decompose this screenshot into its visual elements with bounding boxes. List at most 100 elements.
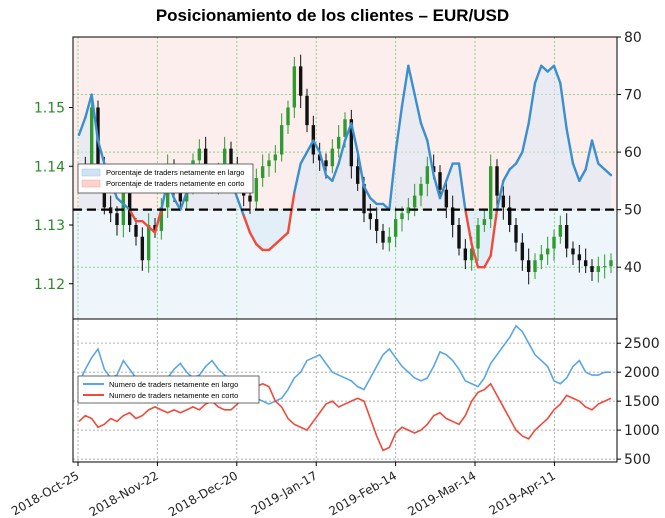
candle-body xyxy=(267,160,271,167)
percent-long-segment xyxy=(407,64,416,96)
percent-long-segment xyxy=(369,196,378,206)
percent-long-segment xyxy=(590,139,600,165)
percent-long-segment xyxy=(508,162,518,171)
percent-long-segment xyxy=(571,162,581,183)
count-tick-label: 1500 xyxy=(624,394,660,410)
candle-body xyxy=(387,236,392,243)
percent-area-fill xyxy=(79,65,611,268)
percent-long-segment xyxy=(533,64,543,85)
count-axis-ticks: 500 1000 1500 2000 2500 xyxy=(617,336,660,468)
percent-axis-ticks: 40 50 60 70 80 xyxy=(617,30,642,276)
price-tick-label: 1.14 xyxy=(34,159,65,175)
candle-body xyxy=(514,225,518,243)
percent-long-segment xyxy=(337,139,347,165)
candle-body xyxy=(552,236,556,249)
candle-body xyxy=(539,254,544,261)
percent-long-segment xyxy=(122,202,131,211)
candle-body xyxy=(115,213,119,225)
candle-body xyxy=(596,266,601,272)
percent-long-segment xyxy=(362,185,372,200)
percent-tick-label: 70 xyxy=(624,88,642,104)
percent-short-segment xyxy=(483,254,492,269)
percent-long-segment xyxy=(318,150,328,177)
legend-top: Porcentaje de traders netamente en largo… xyxy=(77,163,254,194)
percent-long-segment xyxy=(356,150,366,188)
candle-body xyxy=(495,166,499,196)
percent-short-segment xyxy=(489,208,499,257)
candle-body xyxy=(583,260,588,267)
percent-long-segment xyxy=(546,64,556,73)
percent-short-segment xyxy=(153,208,163,234)
legend-bottom-long-label: Numero de traders netamente en largo xyxy=(109,380,238,389)
candle-body xyxy=(571,248,575,255)
price-tick-label: 1.13 xyxy=(34,218,65,234)
candle-body xyxy=(558,225,563,237)
percent-tick-label: 40 xyxy=(624,260,642,276)
percent-long-segment xyxy=(305,139,315,154)
percent-tick-label: 60 xyxy=(624,145,642,161)
percent-long-segment xyxy=(77,116,87,137)
percent-long-segment xyxy=(603,168,613,177)
candle-body xyxy=(412,195,417,208)
date-tick-label: 2018-Dec-20 xyxy=(166,468,240,518)
percent-short-segment xyxy=(267,242,277,252)
percent-short-segment xyxy=(141,219,150,229)
candle-body xyxy=(153,225,157,231)
top-series-fills xyxy=(79,65,611,268)
candle-body xyxy=(444,189,449,208)
candle-body xyxy=(305,95,309,126)
percent-long-segment xyxy=(179,191,188,211)
percent-long-segment xyxy=(413,93,423,125)
count-tick-label: 500 xyxy=(624,452,651,468)
legend-top-short-label: Porcentaje de traders netamente en corto xyxy=(106,179,244,188)
candle-body xyxy=(609,260,613,267)
legend-bottom-short-label: Numero de traders netamente en corto xyxy=(109,391,238,400)
candle-body xyxy=(577,254,582,261)
legend-top-long-label: Porcentaje de traders netamente en largo xyxy=(106,168,244,177)
percent-long-segment xyxy=(565,127,575,165)
percent-long-segment xyxy=(394,104,404,154)
count-short-line xyxy=(78,382,612,452)
candle-body xyxy=(400,213,404,220)
candle-body xyxy=(222,148,227,173)
candle-body xyxy=(520,242,525,261)
candle-body xyxy=(450,207,455,225)
percent-long-segment xyxy=(312,139,321,154)
candle-body xyxy=(368,213,373,220)
candle-body xyxy=(381,230,385,243)
candle-body xyxy=(507,207,512,225)
candle-body xyxy=(355,166,360,184)
candle-body xyxy=(134,225,138,237)
bottom-panel-frame xyxy=(72,318,618,463)
percent-short-segment xyxy=(470,242,480,269)
candle-body xyxy=(343,119,347,137)
candle-body xyxy=(526,260,531,272)
candle-body xyxy=(324,160,328,167)
percent-long-segment xyxy=(521,122,530,154)
percent-long-segment xyxy=(324,173,334,183)
candle-body xyxy=(317,154,322,161)
percent-tick-label: 50 xyxy=(624,203,642,219)
percent-long-segment xyxy=(84,93,93,119)
percent-long-segment xyxy=(172,196,182,211)
candle-body xyxy=(545,248,550,255)
legend-top-long-swatch xyxy=(81,168,101,177)
candle-body xyxy=(406,207,411,214)
candle-body xyxy=(330,148,335,167)
candle-body xyxy=(590,266,594,272)
candle-body xyxy=(469,248,474,261)
count-tick-label: 2000 xyxy=(624,365,660,381)
candle-body xyxy=(146,225,151,261)
bottom-panel-grid xyxy=(73,320,617,462)
candle-body xyxy=(260,166,265,178)
percent-long-segment xyxy=(115,196,125,206)
percent-long-segment xyxy=(495,179,505,211)
percent-long-segment xyxy=(331,162,340,183)
percent-long-segment xyxy=(90,93,100,142)
candle-body xyxy=(438,172,442,190)
candle-body xyxy=(89,107,94,178)
candle-body xyxy=(159,207,164,231)
percent-long-segment xyxy=(400,64,410,108)
percent-short-segment xyxy=(464,208,473,246)
candle-body xyxy=(533,260,537,272)
